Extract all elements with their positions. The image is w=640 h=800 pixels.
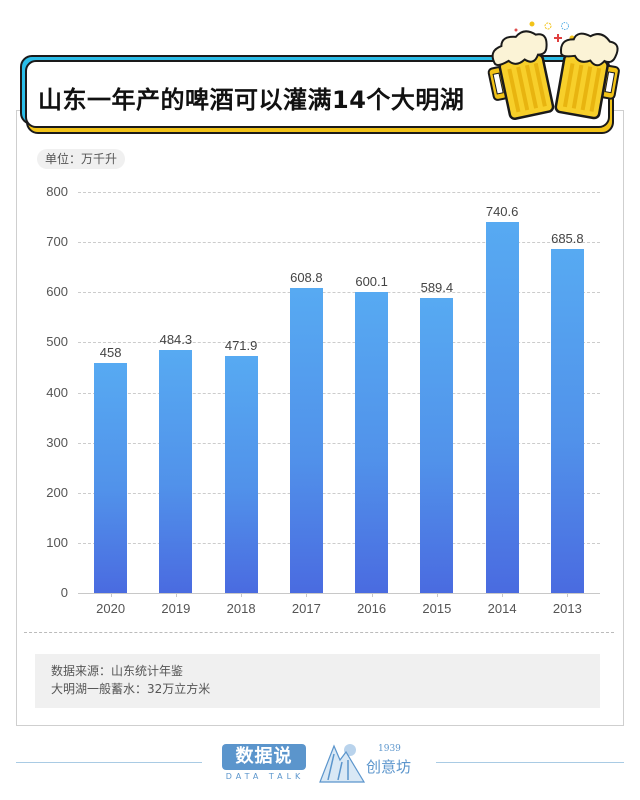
gridline <box>78 542 600 544</box>
bar-value-label: 458 <box>99 345 122 361</box>
bar-value-label: 608.8 <box>290 269 323 285</box>
gridline <box>78 392 600 394</box>
x-axis-tick <box>436 593 438 597</box>
bar-value-label: 589.4 <box>420 279 454 295</box>
page-title: 山东一年产的啤酒可以灌满14个大明湖 <box>38 86 465 114</box>
gridline <box>78 192 600 193</box>
x-axis-tick <box>110 593 112 597</box>
x-axis-tick <box>371 593 373 597</box>
bar-value-label: 484.3 <box>159 332 193 348</box>
y-axis-tick-label: 500 <box>46 334 68 350</box>
divider <box>24 632 614 633</box>
bar-value-label: 685.8 <box>551 231 584 247</box>
bar-2014 <box>485 221 519 593</box>
gridline <box>78 242 600 244</box>
lake-capacity-note: 大明湖一般蓄水：32万立方米 <box>51 682 211 696</box>
bar-2019 <box>159 350 193 593</box>
beer-mugs-cheers-icon <box>487 21 620 121</box>
x-axis-tick-label: 2016 <box>357 601 387 616</box>
bar-2020 <box>94 363 128 593</box>
unit-label: 单位：万千升 <box>37 149 126 169</box>
gridline <box>78 492 600 494</box>
x-axis-tick-label: 2020 <box>96 601 126 616</box>
y-axis-tick-label: 800 <box>46 184 68 199</box>
y-axis-tick-label: 200 <box>46 484 68 500</box>
gridline <box>78 442 600 444</box>
x-axis-tick <box>241 593 243 597</box>
x-axis-tick <box>306 593 308 597</box>
mountain-logo-icon <box>319 744 366 783</box>
footer-line-right <box>436 762 624 763</box>
datatalk-logo: 数据说 DATA TALK <box>222 744 308 784</box>
x-axis-tick-label: 2015 <box>422 601 452 616</box>
x-axis-tick-label: 2017 <box>291 601 321 616</box>
y-axis-tick-label: 400 <box>46 384 68 400</box>
logo-name: 创意坊 <box>366 758 412 776</box>
bar-2015 <box>420 297 454 593</box>
bar-2013 <box>550 249 584 593</box>
bar-value-label: 740.6 <box>485 203 519 219</box>
y-axis-tick-label: 700 <box>46 234 68 250</box>
logo-main-text: 数据说 <box>222 744 306 770</box>
x-axis-tick-label: 2013 <box>552 601 582 616</box>
x-axis-line <box>78 593 600 594</box>
bar-value-label: 600.1 <box>355 274 388 290</box>
bar-value-label: 471.9 <box>224 338 258 354</box>
x-axis-tick <box>567 593 569 597</box>
x-axis-tick-label: 2014 <box>487 601 517 616</box>
bar-2018 <box>224 356 258 593</box>
notes-box: 数据来源：山东统计年鉴 大明湖一般蓄水：32万立方米 <box>35 654 600 708</box>
bar-2017 <box>289 287 323 593</box>
x-axis-tick-label: 2018 <box>226 601 256 616</box>
bar-chart: 0 100 200 300 400 500 600 700 800 458 2020 484.3 201… <box>46 184 600 616</box>
bar-2016 <box>355 292 389 593</box>
y-axis-tick-label: 600 <box>46 284 68 300</box>
x-axis-tick <box>502 593 504 597</box>
source-note: 数据来源：山东统计年鉴 <box>51 664 184 678</box>
chuangyifang-logo: 1939 创意坊 <box>318 740 418 784</box>
y-axis-tick-label: 0 <box>60 585 68 600</box>
y-axis-tick-label: 100 <box>46 534 68 550</box>
gridline <box>78 342 600 344</box>
y-axis-tick-label: 300 <box>46 434 68 450</box>
logo-sub-text: DATA TALK <box>225 772 305 781</box>
logo-year: 1939 <box>378 744 401 754</box>
x-axis-tick <box>175 593 177 597</box>
footer-line-left <box>16 762 202 763</box>
gridline <box>78 292 600 294</box>
x-axis-tick-label: 2019 <box>161 601 191 616</box>
